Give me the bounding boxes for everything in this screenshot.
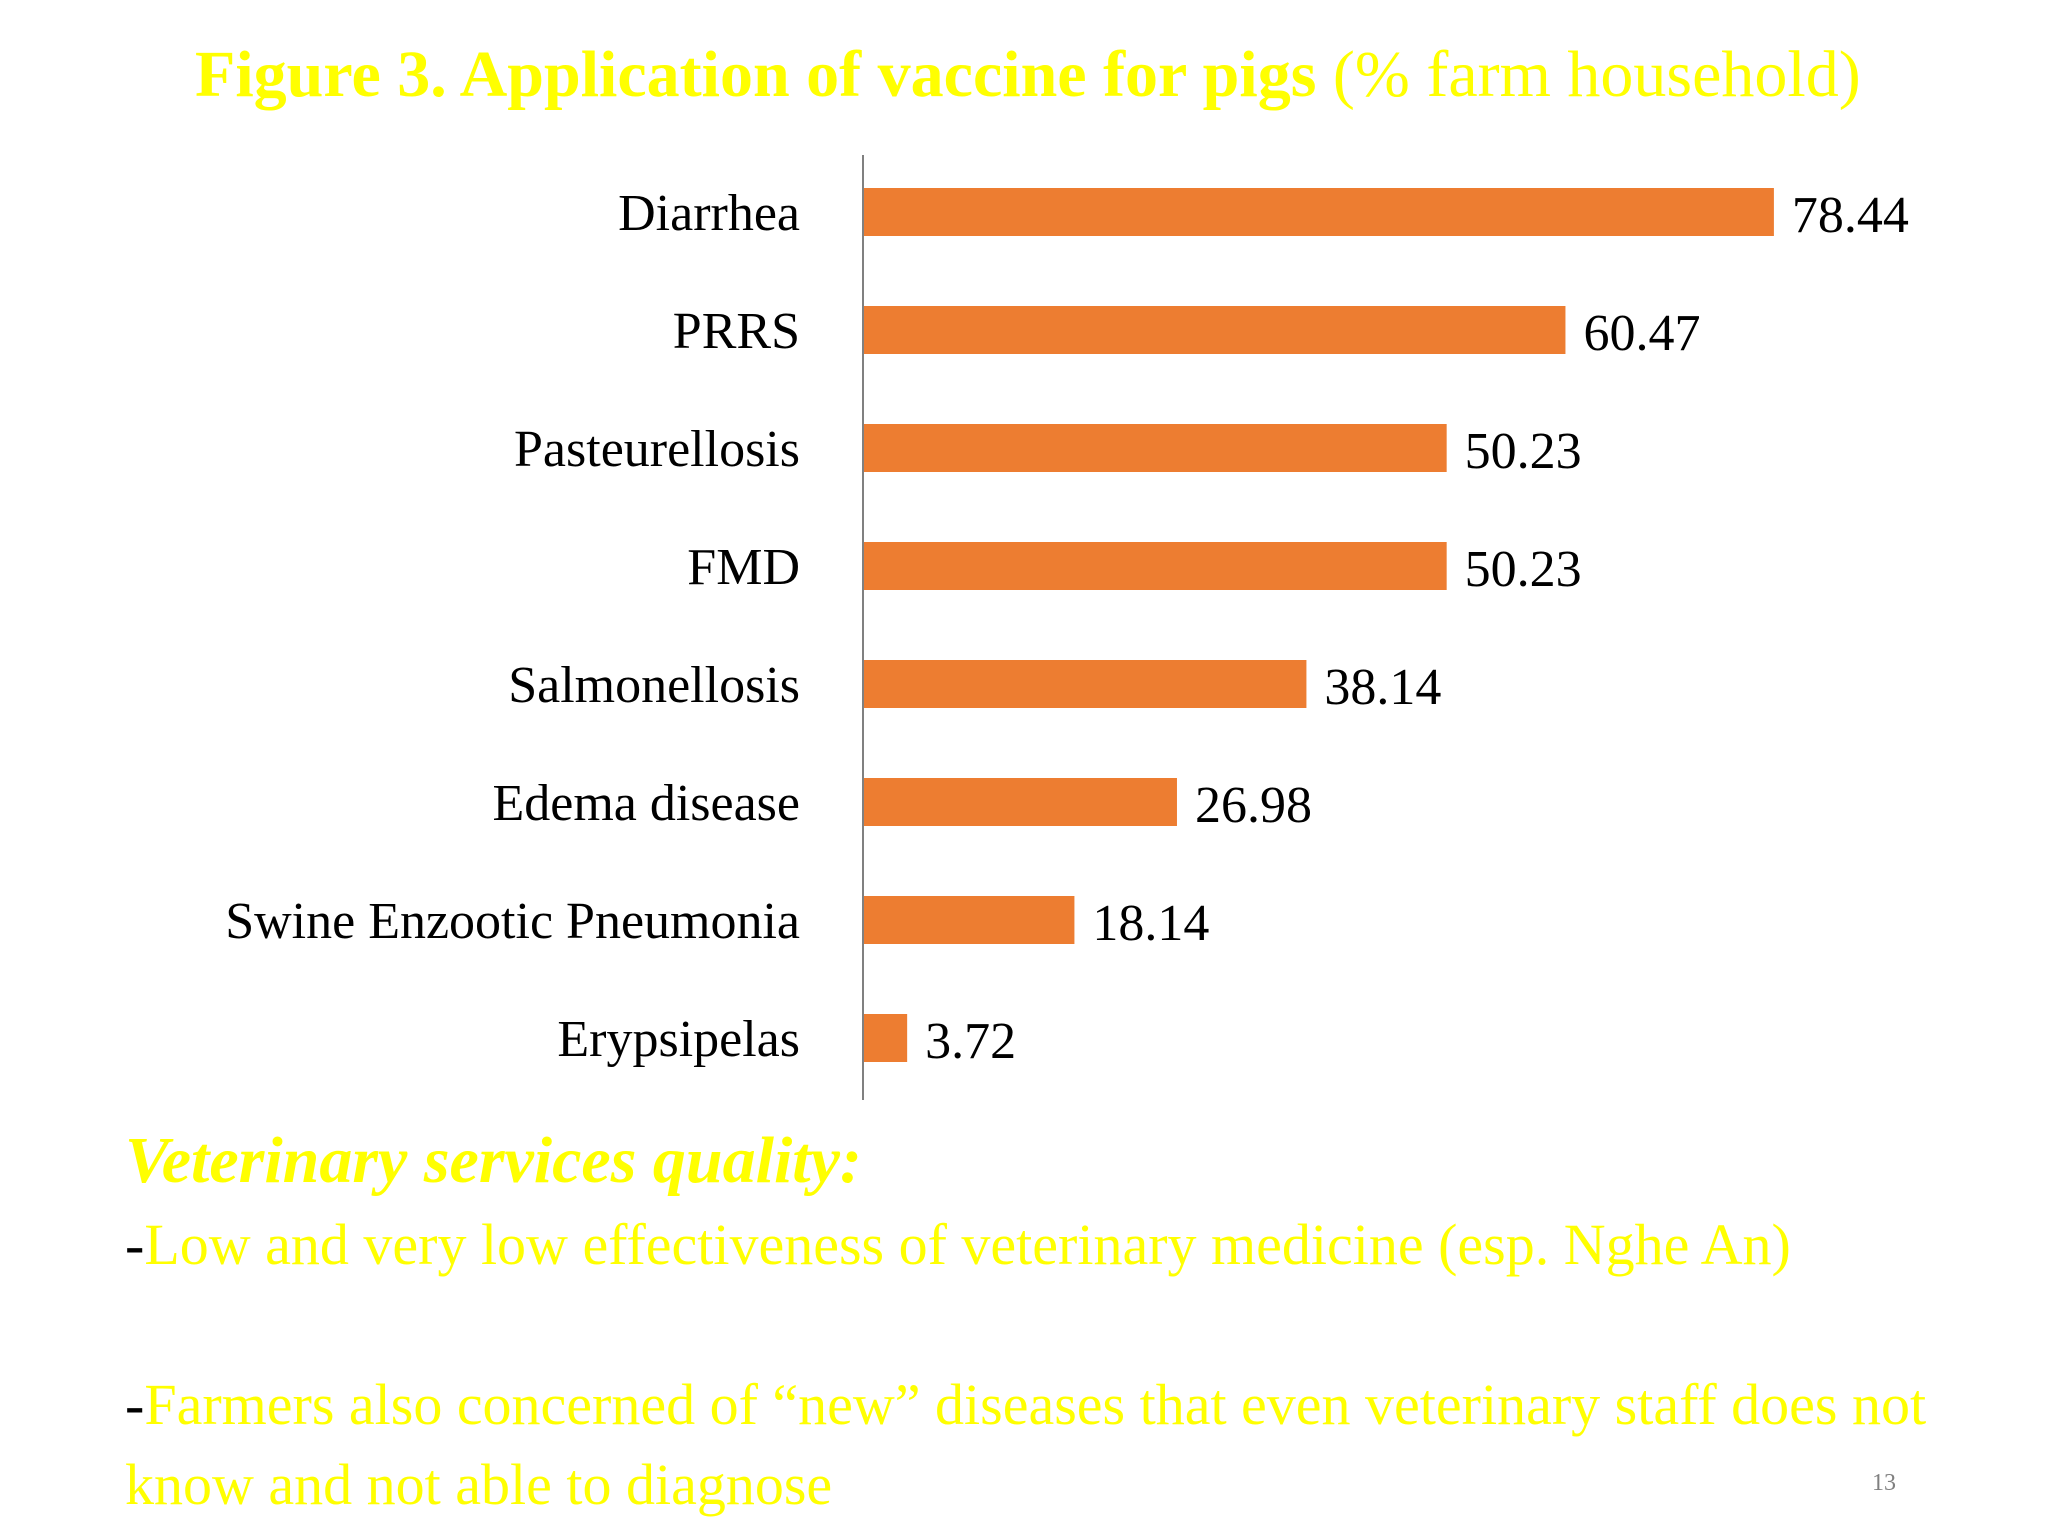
- bar-swine-enzootic-pneumonia: [864, 896, 1075, 944]
- bullet-item-effectiveness: -Low and very low effectiveness of veter…: [125, 1205, 1965, 1285]
- value-label: 38.14: [1324, 659, 1441, 716]
- page-number: 13: [1872, 1470, 1896, 1496]
- category-label: FMD: [687, 539, 800, 596]
- category-label: Diarrhea: [618, 185, 800, 242]
- value-label: 50.23: [1465, 541, 1582, 598]
- category-label: Erypsipelas: [557, 1011, 800, 1068]
- bar-fmd: [864, 542, 1447, 590]
- category-label: Swine Enzootic Pneumonia: [225, 893, 800, 950]
- category-label: Pasteurellosis: [514, 421, 800, 478]
- value-label: 18.14: [1092, 895, 1209, 952]
- value-label: 50.23: [1465, 423, 1582, 480]
- bullet-item-new-diseases: -Farmers also concerned of “new” disease…: [125, 1365, 1965, 1525]
- bar-salmonellosis: [864, 660, 1307, 708]
- value-label: 26.98: [1195, 777, 1312, 834]
- category-label: PRRS: [673, 303, 800, 360]
- section-heading: Veterinary services quality:: [125, 1124, 862, 1197]
- value-label: 60.47: [1583, 305, 1700, 362]
- bullet-dash: -: [125, 1212, 145, 1277]
- category-label: Edema disease: [492, 775, 800, 832]
- bullet-text: Low and very low effectiveness of veteri…: [144, 1212, 1791, 1277]
- labels-group: Diarrhea 78.44 PRRS 60.47 Pasteurellosis 50.2…: [225, 185, 1909, 1070]
- value-label: 3.72: [925, 1013, 1016, 1070]
- title-unit: (% farm household): [1332, 38, 1861, 111]
- bar-pasteurellosis: [864, 424, 1447, 472]
- bar-diarrhea: [864, 188, 1774, 236]
- value-label: 78.44: [1792, 187, 1909, 244]
- title-main: Figure 3. Application of vaccine for pig…: [195, 38, 1317, 111]
- slide-title: Figure 3. Application of vaccine for pig…: [195, 30, 1995, 120]
- bars-group: [864, 188, 1774, 1062]
- bar-prrs: [864, 306, 1566, 354]
- bullet-dash: -: [125, 1372, 145, 1437]
- bar-edema-disease: [864, 778, 1177, 826]
- bar-erypsipelas: [864, 1014, 908, 1062]
- category-label: Salmonellosis: [508, 657, 800, 714]
- bullet-text: Farmers also concerned of “new” diseases…: [125, 1372, 1927, 1517]
- bar-chart: Diarrhea 78.44 PRRS 60.47 Pasteurellosis 50.2…: [225, 155, 1909, 1100]
